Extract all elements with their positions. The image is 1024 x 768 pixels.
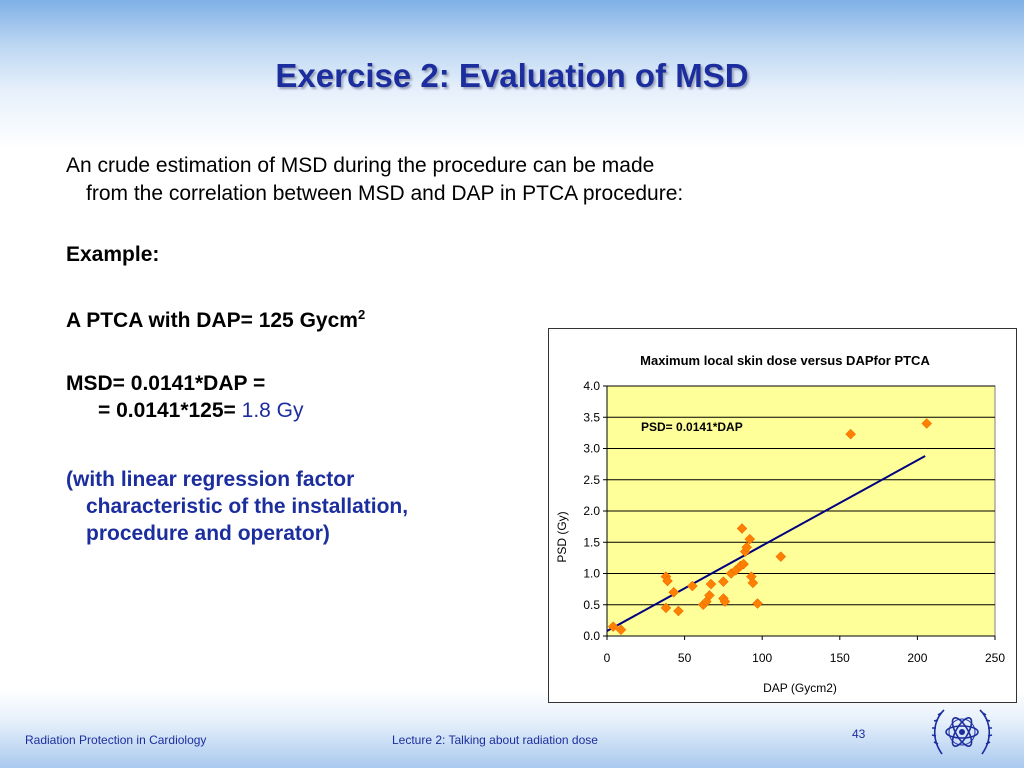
x-tick-label: 250: [985, 651, 1005, 665]
msd-line-1: MSD= 0.0141*DAP =: [66, 372, 266, 395]
data-point: [673, 605, 684, 617]
chart-title: Maximum local skin dose versus DAPfor PT…: [640, 353, 930, 368]
x-tick-label: 200: [907, 651, 927, 665]
msd-formula: MSD= 0.0141*DAP = = 0.0141*125= 1.8 Gy: [66, 370, 304, 424]
data-point: [615, 624, 627, 636]
ptca-text: A PTCA with DAP= 125 Gycm: [66, 309, 358, 332]
y-tick-label: 2.5: [583, 473, 600, 487]
data-point: [741, 541, 753, 553]
ptca-statement: A PTCA with DAP= 125 Gycm2: [66, 301, 365, 335]
data-point: [845, 428, 857, 440]
header-background: [0, 0, 1024, 150]
y-tick-label: 1.5: [583, 535, 600, 549]
y-tick-label: 0.5: [583, 598, 600, 612]
data-point: [718, 576, 729, 587]
note-line-1: (with linear regression factor: [66, 468, 355, 491]
y-tick-label: 4.0: [583, 379, 600, 393]
footer-course-title: Radiation Protection in Cardiology: [25, 733, 207, 747]
intro-line-1: An crude estimation of MSD during the pr…: [66, 154, 655, 177]
footer-background: [0, 690, 1024, 768]
regression-note: (with linear regression factor character…: [66, 466, 536, 547]
data-point: [705, 578, 717, 590]
data-point: [662, 575, 673, 587]
x-tick-label: 0: [604, 651, 611, 665]
data-point: [687, 580, 698, 592]
msd-result: 1.8 Gy: [241, 399, 304, 422]
y-tick-label: 1.0: [583, 567, 600, 581]
intro-line-2: from the correlation between MSD and DAP…: [86, 182, 684, 205]
data-point: [704, 590, 715, 601]
scatter-chart: Maximum local skin dose versus DAPfor PT…: [555, 353, 1005, 695]
data-point: [747, 577, 759, 589]
page-number: 43: [852, 727, 866, 741]
data-point: [719, 596, 731, 607]
chart-container: Maximum local skin dose versus DAPfor PT…: [548, 328, 1017, 703]
data-point: [775, 551, 787, 562]
x-tick-label: 50: [678, 651, 692, 665]
y-axis-label: PSD (Gy): [555, 511, 569, 562]
data-point: [744, 533, 756, 545]
data-point: [660, 602, 672, 614]
x-axis-label: DAP (Gycm2): [763, 681, 837, 695]
data-point: [668, 586, 680, 598]
data-point: [921, 418, 933, 429]
msd-line-2: = 0.0141*125= 1.8 Gy: [66, 397, 304, 424]
regression-equation-label: PSD= 0.0141*DAP: [641, 420, 743, 434]
data-point: [738, 558, 749, 570]
x-tick-label: 100: [752, 651, 772, 665]
msd-line-2-prefix: = 0.0141*125=: [98, 399, 242, 422]
iaea-logo-icon: [931, 709, 993, 755]
y-tick-label: 3.0: [583, 442, 600, 456]
x-tick-label: 150: [830, 651, 850, 665]
plot-area: 0.0 0.5 1.0 1.5 2.0 2.5 3.0 3.5 4.0 0 50 100 150 200 2…: [583, 379, 1005, 665]
footer-lecture-title: Lecture 2: Talking about radiation dose: [392, 733, 598, 747]
data-point: [752, 598, 763, 609]
y-tick-label: 0.0: [583, 629, 600, 643]
note-line-3: procedure and operator): [86, 522, 330, 545]
data-point: [607, 621, 619, 632]
note-line-2: characteristic of the installation,: [86, 495, 409, 518]
intro-paragraph: An crude estimation of MSD during the pr…: [66, 152, 926, 208]
data-point: [736, 523, 748, 534]
example-label: Example:: [66, 243, 160, 266]
regression-trendline: [606, 455, 926, 632]
ptca-superscript: 2: [357, 307, 366, 322]
y-tick-label: 3.5: [583, 410, 600, 424]
slide-title: Exercise 2: Evaluation of MSD: [275, 57, 749, 94]
y-tick-label: 2.0: [583, 504, 600, 518]
